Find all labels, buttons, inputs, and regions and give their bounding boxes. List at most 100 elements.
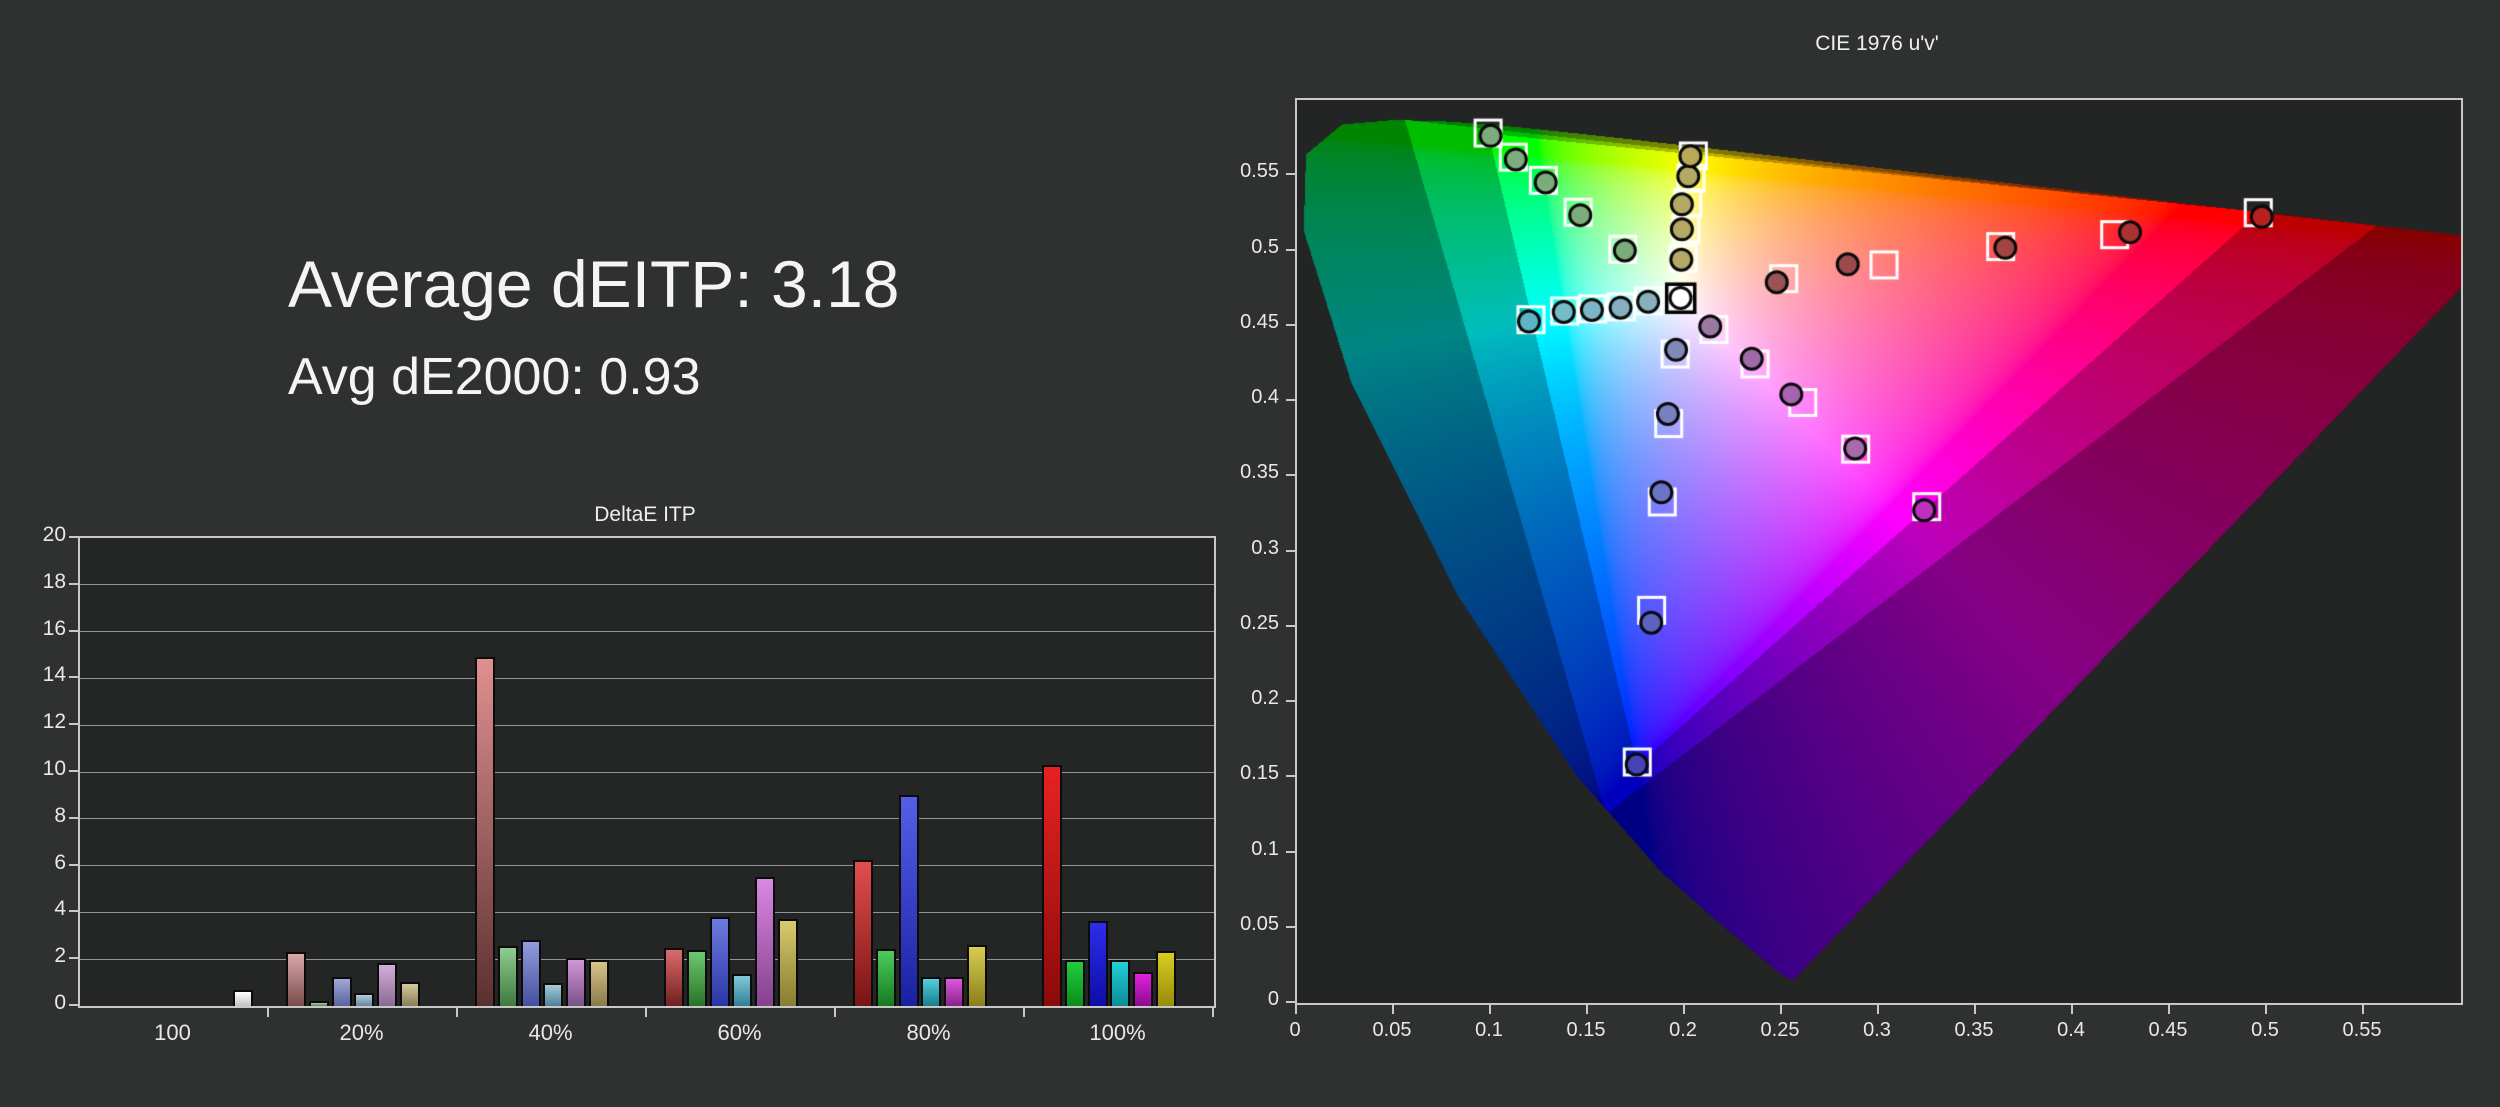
average-deitp-value: Average dEITP: 3.18 xyxy=(288,247,900,321)
cie-y-tick-mark xyxy=(1286,399,1295,401)
cie-x-tick-label: 0.1 xyxy=(1475,1019,1503,1041)
cie-y-tick-label: 0.35 xyxy=(1240,461,1279,484)
cie-y-tick-label: 0.3 xyxy=(1251,536,1279,559)
bar-x-tick-mark xyxy=(645,1006,647,1017)
bar-gridline xyxy=(80,771,1214,773)
cie-y-tick-label: 0.55 xyxy=(1240,160,1279,183)
bar-y-tick-label: 6 xyxy=(54,850,66,874)
cie-y-tick-label: 0.15 xyxy=(1240,762,1279,785)
bar-60%-yellow xyxy=(778,919,798,1006)
cie-y-tick-label: 0.05 xyxy=(1240,912,1279,935)
bar-40%-magenta xyxy=(566,957,587,1006)
cie-chromaticity-canvas xyxy=(1297,100,2461,1003)
bar-y-tick-label: 4 xyxy=(54,897,66,921)
bar-80%-red xyxy=(853,859,873,1006)
bar-40%-yellow xyxy=(589,960,609,1006)
bar-20%-red xyxy=(286,952,306,1006)
cie-x-tick-label: 0.05 xyxy=(1372,1019,1412,1041)
bar-80%-magenta xyxy=(944,976,965,1006)
bar-40%-blue xyxy=(520,939,541,1006)
bar-x-group-label: 100 xyxy=(154,1020,191,1045)
cie-y-tick-mark xyxy=(1286,700,1295,702)
cie-y-tick-label: 0.2 xyxy=(1251,687,1279,709)
bar-100-white xyxy=(233,989,253,1006)
cie-y-tick-label: 0.45 xyxy=(1240,310,1279,333)
bar-100%-blue xyxy=(1087,920,1108,1006)
bar-x-tick-mark xyxy=(456,1006,458,1017)
bar-y-tick-label: 10 xyxy=(42,757,66,780)
cie-x-tick-mark xyxy=(2168,1003,2170,1014)
cie-y-tick-mark xyxy=(1286,474,1295,477)
bar-y-tick-label: 0 xyxy=(54,991,66,1014)
bar-y-tick-mark xyxy=(69,770,78,772)
bar-gridline xyxy=(80,584,1214,586)
cie-x-tick-mark xyxy=(2362,1003,2364,1014)
bar-y-tick-mark xyxy=(69,957,78,960)
cie-x-tick-mark xyxy=(1683,1003,1685,1014)
bar-y-tick-label: 16 xyxy=(42,616,66,640)
bar-80%-blue xyxy=(898,795,919,1006)
cie-y-tick-label: 0.25 xyxy=(1240,611,1279,634)
bar-100%-green xyxy=(1064,960,1085,1006)
cie-y-tick-mark xyxy=(1286,850,1295,853)
bar-80%-cyan xyxy=(921,976,942,1006)
bar-gridline xyxy=(80,911,1214,913)
cie-x-tick-label: 0.2 xyxy=(1669,1019,1697,1041)
average-de2000-value: Avg dE2000: 0.93 xyxy=(288,347,701,406)
bar-gridline xyxy=(80,631,1214,633)
cie-x-tick-label: 0.3 xyxy=(1863,1019,1891,1041)
bar-100%-cyan xyxy=(1110,960,1131,1006)
cie-y-tick-mark xyxy=(1286,925,1295,928)
cie-y-tick-label: 0 xyxy=(1267,988,1279,1010)
bar-60%-green xyxy=(686,949,707,1006)
bar-x-group-label: 100% xyxy=(1089,1020,1146,1045)
bar-gridline xyxy=(80,724,1214,726)
cie-x-tick-label: 0.4 xyxy=(2057,1019,2085,1041)
cie-x-tick-label: 0.45 xyxy=(2148,1019,2188,1041)
bar-y-tick-mark xyxy=(69,629,78,632)
cie-y-tick-mark xyxy=(1286,624,1295,627)
cie-x-tick-mark xyxy=(1780,1003,1782,1014)
cie-x-tick-label: 0.15 xyxy=(1566,1019,1606,1041)
bar-x-tick-mark xyxy=(267,1006,269,1017)
cie-x-tick-mark xyxy=(1295,1003,1297,1014)
bar-20%-blue xyxy=(331,976,352,1006)
bar-gridline xyxy=(80,677,1214,679)
bar-40%-cyan xyxy=(543,982,564,1006)
cie-y-tick-label: 0.4 xyxy=(1251,386,1279,408)
cie-x-tick-mark xyxy=(1877,1003,1879,1014)
cie-1976-diagram xyxy=(1295,98,2463,1005)
cie-x-tick-mark xyxy=(2265,1003,2267,1014)
cie-x-tick-label: 0.5 xyxy=(2251,1019,2279,1041)
bar-x-tick-mark xyxy=(1212,1006,1214,1017)
bar-gridline xyxy=(80,865,1214,867)
bar-x-tick-mark xyxy=(834,1006,836,1017)
bar-y-tick-label: 8 xyxy=(54,803,66,827)
bar-chart-title: DeltaE ITP xyxy=(594,503,696,526)
bar-x-group-label: 20% xyxy=(339,1020,384,1045)
bar-y-tick-mark xyxy=(69,582,78,585)
cie-x-tick-mark xyxy=(1489,1003,1491,1014)
bar-x-group-label: 40% xyxy=(528,1020,573,1045)
bar-y-tick-mark xyxy=(69,676,78,679)
bar-y-tick-label: 18 xyxy=(42,569,66,593)
bar-100%-magenta xyxy=(1133,972,1154,1006)
bar-100%-yellow xyxy=(1156,951,1176,1006)
bar-x-group-label: 60% xyxy=(717,1020,762,1045)
cie-y-tick-mark xyxy=(1286,323,1295,326)
cie-x-tick-label: 0 xyxy=(1289,1019,1301,1041)
cie-chart-title: CIE 1976 u'v' xyxy=(1815,32,1939,55)
bar-y-tick-mark xyxy=(69,536,78,538)
bar-60%-blue xyxy=(709,917,730,1006)
cie-y-tick-mark xyxy=(1286,173,1295,176)
cie-y-tick-mark xyxy=(1286,549,1295,552)
bar-y-tick-mark xyxy=(69,863,78,866)
bar-40%-red xyxy=(475,657,495,1006)
bar-40%-green xyxy=(497,946,518,1006)
cie-x-tick-mark xyxy=(1586,1003,1588,1014)
bar-x-tick-mark xyxy=(1023,1006,1025,1017)
bar-20%-yellow xyxy=(400,981,420,1006)
deltae-bar-chart xyxy=(78,536,1216,1008)
bar-gridline xyxy=(80,958,1214,960)
